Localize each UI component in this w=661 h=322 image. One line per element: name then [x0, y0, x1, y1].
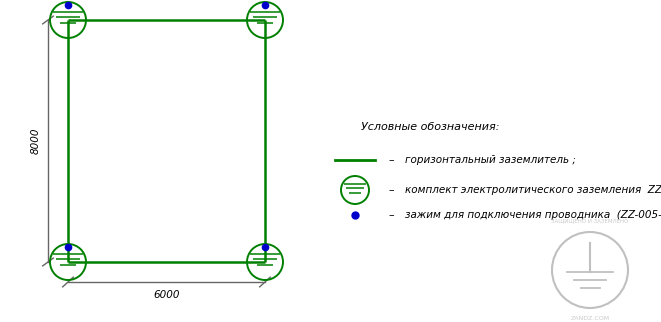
Text: –: –	[388, 185, 393, 195]
Text: зажим для подключения проводника  (ZZ-005-064): зажим для подключения проводника (ZZ-005…	[405, 210, 661, 220]
Text: ЗАЩИЩЕНО И ЗАЗЕМЛЕНО: ЗАЩИЩЕНО И ЗАЗЕМЛЕНО	[551, 219, 629, 224]
Text: 8000: 8000	[31, 128, 41, 154]
Text: ZANDZ.COM: ZANDZ.COM	[570, 316, 609, 321]
Text: комплект электролитического заземления  ZZ-100-102-6 МВ ;: комплект электролитического заземления Z…	[405, 185, 661, 195]
Text: –: –	[388, 210, 393, 220]
Text: горизонтальный заземлитель ;: горизонтальный заземлитель ;	[405, 155, 576, 165]
Text: 6000: 6000	[153, 290, 180, 300]
Text: Условные обозначения:: Условные обозначения:	[361, 122, 499, 132]
Text: –: –	[388, 155, 393, 165]
